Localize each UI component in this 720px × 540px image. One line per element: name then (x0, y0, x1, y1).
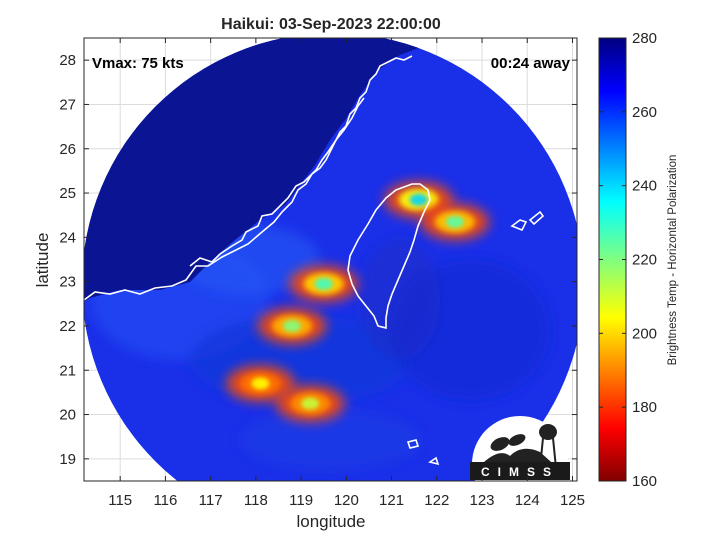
x-axis-label: longitude (296, 512, 365, 531)
coastlines (84, 55, 545, 466)
logo-tank (539, 424, 557, 440)
colorbar-label: Brightness Temp - Horizontal Polarizatio… (667, 155, 679, 366)
x-tick-label: 124 (515, 492, 540, 509)
logo-plate (470, 462, 570, 480)
x-tick-label: 123 (470, 492, 495, 509)
y-axis-label: latitude (33, 233, 52, 288)
vmax-label: Vmax: 75 kts (92, 55, 184, 72)
away-label: 00:24 away (491, 55, 571, 72)
colorbar-tick-label: 280 (632, 30, 657, 47)
colorbar-tick-label: 200 (632, 325, 657, 342)
convection-level (314, 277, 333, 290)
y-tick-label: 19 (59, 451, 76, 468)
y-tick-label: 22 (59, 318, 76, 335)
y-tick-label: 20 (59, 407, 76, 424)
convection-level (283, 319, 302, 332)
convection-cell (276, 385, 345, 422)
y-tick-label: 26 (59, 141, 76, 158)
y-tick-label: 24 (59, 229, 76, 246)
convection-cell (420, 203, 489, 240)
logo-dish-2 (508, 434, 526, 446)
mainland-coastline (84, 55, 413, 301)
convection-cell (258, 307, 327, 344)
convection-cell (226, 365, 295, 402)
colorbar-gradient (598, 37, 627, 482)
colorbar-tick-label: 220 (632, 252, 657, 269)
colorbar-tick-label: 180 (632, 399, 657, 416)
logo-dish-1 (490, 437, 510, 451)
x-tick-label: 118 (244, 492, 268, 509)
x-tick-label: 121 (379, 492, 404, 509)
axis-ticks: 115 116 117 118 119 120 121 122 123 124 125 19 20 21 2… (59, 38, 585, 509)
chart-title: Haikui: 03-Sep-2023 22:00:00 (221, 16, 441, 33)
colorbar: 280 260 240 220 200 180 160 Brightness Temp - … (598, 30, 679, 490)
colorbar-ticks: 280 260 240 220 200 180 160 (599, 30, 657, 490)
swath-layer (84, 38, 577, 481)
mainland-coastline-detail (189, 97, 365, 267)
y-tick-label: 25 (59, 185, 76, 202)
cimss-logo: CIMSS (470, 416, 570, 512)
colorbar-tick-label: 160 (632, 473, 657, 490)
x-tick-label: 122 (424, 492, 449, 509)
convection-features (226, 181, 489, 422)
y-tick-label: 21 (59, 362, 76, 379)
logo-text: CIMSS (481, 465, 559, 479)
x-tick-label: 120 (334, 492, 359, 509)
taiwan-coastline (347, 183, 431, 330)
convection-level (301, 397, 320, 410)
island-coastline (510, 210, 545, 232)
swath-texture (90, 225, 550, 470)
x-tick-label: 119 (289, 492, 313, 509)
convection-level (251, 377, 270, 390)
x-tick-label: 117 (199, 492, 223, 509)
colorbar-tick-label: 240 (632, 178, 657, 195)
x-tick-label: 116 (153, 492, 177, 509)
convection-cell (289, 265, 358, 302)
x-tick-label: 125 (560, 492, 585, 509)
convection-level (445, 215, 464, 228)
y-tick-label: 27 (59, 96, 76, 113)
convection-level (409, 193, 428, 206)
colorbar-tick-label: 260 (632, 104, 657, 121)
y-tick-label: 23 (59, 274, 76, 291)
axes-frame (83, 37, 578, 482)
x-tick-label: 115 (108, 492, 132, 509)
y-tick-label: 28 (59, 52, 76, 69)
luzon-coastline (406, 439, 440, 466)
